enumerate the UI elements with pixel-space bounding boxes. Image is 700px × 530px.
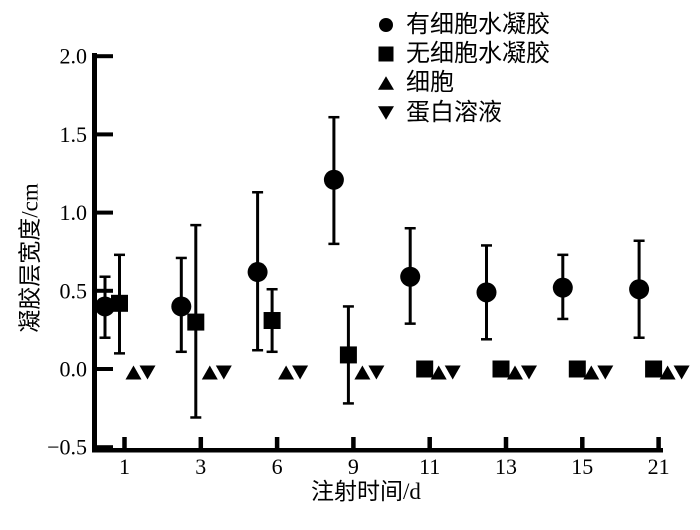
x-tick-label: 6 <box>272 454 283 479</box>
x-tick-label: 15 <box>571 454 593 479</box>
data-point-square <box>111 294 128 312</box>
error-bar-cap <box>175 350 187 354</box>
error-bar-cap <box>99 275 111 278</box>
legend-label: 有细胞水凝胶 <box>406 11 550 38</box>
data-point-circle <box>400 266 421 287</box>
x-tick-label: 11 <box>419 454 440 479</box>
data-point-circle <box>476 282 497 303</box>
y-tick <box>97 210 113 215</box>
x-axis-title: 注射时间/d <box>311 479 421 504</box>
legend-marker-triangle-down-icon <box>378 106 394 120</box>
x-tick <box>122 437 127 448</box>
y-tick-label: 2.0 <box>60 44 88 69</box>
y-axis-title: 凝胶层宽度/cm <box>18 183 43 333</box>
x-tick-label: 1 <box>119 454 130 479</box>
error-bar-cap <box>342 305 354 308</box>
x-tick-label: 21 <box>648 454 670 479</box>
y-axis-line <box>92 53 97 453</box>
error-bar-cap <box>481 244 492 247</box>
legend-label: 细胞 <box>406 69 454 96</box>
error-bar-cap <box>404 322 416 325</box>
data-point-triangle-up <box>201 365 218 380</box>
y-tick-label: 1.5 <box>60 122 88 147</box>
data-point-circle <box>552 277 573 298</box>
data-point-square <box>492 360 510 378</box>
error-bar-cap <box>404 226 416 230</box>
y-tick-label: −0.5 <box>47 435 87 460</box>
error-bar-cap <box>633 239 645 243</box>
error-bar-cap <box>557 317 569 321</box>
data-point-circle <box>95 296 115 317</box>
error-bar-cap <box>175 256 187 260</box>
y-tick-label: 0.5 <box>60 278 88 303</box>
data-point-square <box>339 346 357 364</box>
y-tick <box>97 54 113 59</box>
data-point-triangle-down <box>368 365 385 380</box>
error-bar-cap <box>252 348 264 352</box>
x-tick <box>351 437 356 448</box>
data-point-triangle-up <box>354 365 371 380</box>
error-bar-cap <box>328 115 340 119</box>
x-tick-label: 3 <box>195 454 206 479</box>
data-point-square <box>645 360 663 378</box>
x-tick <box>427 437 432 448</box>
x-tick <box>503 437 509 448</box>
x-tick <box>198 437 204 448</box>
error-bar-cap <box>266 350 278 354</box>
legend-marker-circle-icon <box>379 18 393 32</box>
data-point-triangle-down <box>597 365 614 380</box>
y-tick-label: 1.0 <box>60 200 88 225</box>
data-point-triangle-up <box>659 365 676 380</box>
data-point-triangle-down <box>215 365 232 380</box>
data-point-circle <box>629 279 650 300</box>
error-bar-cap <box>342 402 354 405</box>
data-point-triangle-up <box>507 365 523 380</box>
legend-label: 蛋白溶液 <box>406 99 502 126</box>
error-bar-cap <box>328 242 340 246</box>
error-bar-cap <box>633 336 645 339</box>
error-bar-cap <box>481 338 492 341</box>
error-bar-cap <box>252 191 264 194</box>
x-tick-label: 13 <box>495 454 517 479</box>
data-point-triangle-down <box>292 365 309 380</box>
x-tick-label: 9 <box>348 454 359 479</box>
error-bar-cap <box>114 253 125 257</box>
error-bar-cap <box>190 416 202 419</box>
y-tick <box>97 445 113 450</box>
data-point-triangle-up <box>430 365 447 380</box>
data-point-triangle-down <box>521 365 537 380</box>
error-bar-cap <box>114 352 125 355</box>
x-tick <box>656 437 661 448</box>
y-tick <box>97 132 113 137</box>
data-point-triangle-up <box>278 365 295 380</box>
y-tick <box>97 367 113 371</box>
x-axis-line <box>92 448 663 453</box>
data-point-square <box>263 312 281 330</box>
data-point-triangle-up <box>125 365 142 380</box>
data-point-triangle-down <box>444 365 461 380</box>
data-point-circle <box>247 262 268 283</box>
data-point-triangle-down <box>673 365 690 380</box>
error-bar-cap <box>99 336 111 339</box>
x-tick <box>580 437 585 448</box>
legend-label: 无细胞水凝胶 <box>406 40 550 67</box>
data-point-square <box>568 360 586 378</box>
error-bar-cap <box>266 287 278 291</box>
data-point-circle <box>171 296 192 317</box>
error-bar-cap <box>557 253 569 257</box>
error-bar-cap <box>190 223 202 227</box>
legend-marker-triangle-up-icon <box>378 76 394 90</box>
x-tick <box>274 437 280 448</box>
y-tick-label: 0.0 <box>60 357 88 382</box>
data-point-square <box>416 360 434 378</box>
legend-marker-square-icon <box>378 46 394 62</box>
data-point-square <box>187 313 205 331</box>
data-point-circle <box>323 169 344 190</box>
data-point-triangle-up <box>583 365 600 380</box>
data-point-triangle-down <box>139 365 156 380</box>
